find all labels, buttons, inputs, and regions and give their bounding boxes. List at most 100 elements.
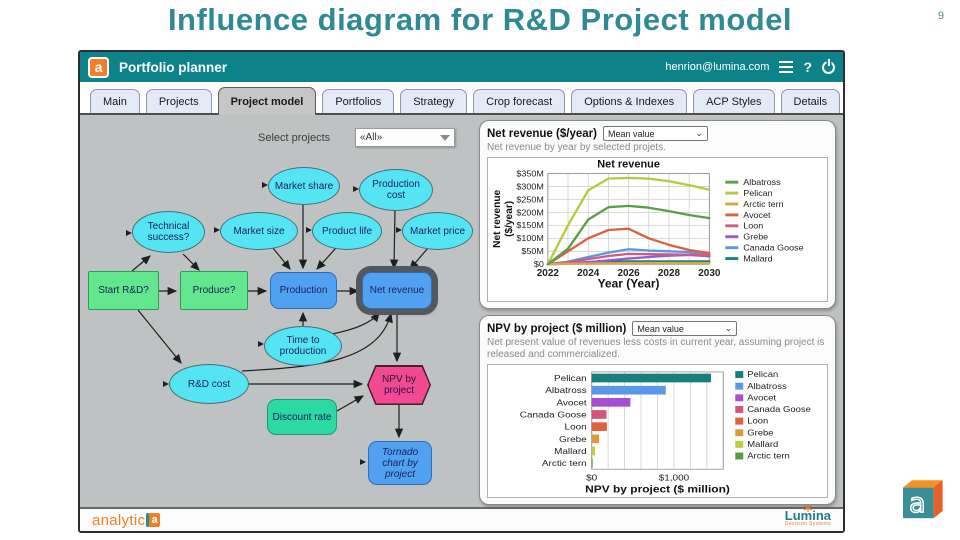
- node-start-rd[interactable]: Start R&D?: [88, 271, 159, 310]
- menu-icon[interactable]: [779, 61, 794, 73]
- svg-text:$100M: $100M: [516, 233, 543, 243]
- select-projects-dropdown[interactable]: «All»: [355, 128, 455, 147]
- svg-text:2028: 2028: [658, 268, 681, 279]
- svg-text:$0: $0: [586, 473, 597, 482]
- tab-options-indexes[interactable]: Options & Indexes: [571, 89, 688, 113]
- chevron-down-icon: ⌄: [695, 128, 703, 138]
- lumina-star-icon: [803, 504, 813, 512]
- tab-bar: Main Projects Project model Portfolios Strat…: [80, 82, 843, 115]
- net-revenue-chart: $0 $50M $100M $150M $200M $250M $300M $350M 2022…: [487, 157, 828, 302]
- svg-text:Grebe: Grebe: [747, 428, 773, 437]
- node-market-size[interactable]: Market size: [220, 212, 298, 250]
- svg-text:Mallard: Mallard: [554, 447, 587, 456]
- analytica-cube-logo: a: [903, 480, 943, 520]
- tab-crop-forecast[interactable]: Crop forecast: [473, 89, 566, 113]
- lumina-wordmark: Lumina: [784, 508, 831, 523]
- svg-text:Avocet: Avocet: [556, 398, 587, 407]
- node-tornado-chart[interactable]: Tornado chart by project: [368, 441, 432, 485]
- net-revenue-view-dropdown[interactable]: Mean value ⌄: [602, 126, 708, 141]
- svg-text:2022: 2022: [537, 268, 560, 279]
- svg-text:Loon: Loon: [743, 221, 763, 231]
- svg-text:Canada Goose: Canada Goose: [747, 405, 811, 414]
- chevron-down-icon: [440, 134, 450, 141]
- tab-acp-styles[interactable]: ACP Styles: [693, 89, 775, 113]
- tab-main[interactable]: Main: [90, 89, 140, 113]
- npv-view-value: Mean value: [637, 323, 684, 334]
- npv-panel-title: NPV by project ($ million): [487, 322, 627, 335]
- power-icon[interactable]: [822, 60, 835, 74]
- svg-text:2026: 2026: [618, 268, 641, 279]
- svg-text:Net revenue: Net revenue: [492, 190, 503, 248]
- svg-text:$150M: $150M: [516, 220, 543, 230]
- user-email: henrion@lumina.com: [665, 61, 770, 73]
- svg-text:Net revenue: Net revenue: [597, 159, 660, 171]
- svg-text:Year (Year): Year (Year): [598, 278, 660, 291]
- help-icon[interactable]: ?: [803, 59, 812, 75]
- svg-text:$200M: $200M: [516, 207, 543, 217]
- svg-text:$300M: $300M: [516, 181, 543, 191]
- app-footer: analytic a Lumina Decision Systems: [80, 504, 843, 531]
- net-revenue-panel-title: Net revenue ($/year): [487, 127, 597, 140]
- slide-title: Influence diagram for R&D Project model: [167, 2, 793, 37]
- tab-projects[interactable]: Projects: [145, 89, 212, 113]
- chevron-down-icon: ⌄: [724, 323, 733, 333]
- node-time-to-production[interactable]: Time to production: [264, 326, 342, 366]
- node-market-share[interactable]: Market share: [268, 167, 340, 205]
- node-technical-success[interactable]: Technical success?: [132, 211, 205, 253]
- select-projects-label: Select projects: [258, 132, 331, 144]
- node-production-cost[interactable]: Production cost: [359, 169, 433, 211]
- net-revenue-view-value: Mean value: [607, 128, 655, 139]
- svg-text:Loon: Loon: [565, 422, 587, 431]
- svg-text:Canada Goose: Canada Goose: [520, 410, 587, 419]
- tab-project-model[interactable]: Project model: [217, 87, 317, 115]
- svg-text:Pelican: Pelican: [747, 370, 778, 379]
- node-production[interactable]: Production: [270, 272, 337, 309]
- page-number: 9: [937, 10, 944, 22]
- node-rd-cost[interactable]: R&D cost: [169, 364, 249, 404]
- svg-text:$250M: $250M: [516, 194, 543, 204]
- node-discount-rate[interactable]: Discount rate: [267, 399, 337, 435]
- svg-text:2024: 2024: [577, 268, 600, 279]
- npv-view-dropdown[interactable]: Mean value ⌄: [632, 321, 738, 336]
- analytica-wordmark: analytic: [92, 511, 146, 529]
- svg-text:($/year): ($/year): [504, 201, 515, 237]
- tab-portfolios[interactable]: Portfolios: [322, 89, 395, 113]
- titlebar: a Portfolio planner henrion@lumina.com ?: [80, 52, 843, 82]
- svg-text:Mallard: Mallard: [743, 254, 772, 264]
- node-produce[interactable]: Produce?: [180, 271, 248, 310]
- node-net-revenue[interactable]: Net revenue: [362, 272, 432, 309]
- analytica-logo: analytic a: [92, 511, 161, 529]
- tab-details[interactable]: Details: [780, 89, 841, 113]
- svg-text:$0: $0: [534, 259, 544, 269]
- svg-text:Albatross: Albatross: [747, 381, 787, 390]
- app-title: Portfolio planner: [119, 59, 227, 75]
- svg-text:Arctic tern: Arctic tern: [743, 199, 783, 209]
- npv-subtitle: Net present value of revenues less costs…: [487, 337, 825, 360]
- content-area: Select projects «All» Market share Produc…: [80, 115, 843, 507]
- svg-text:Loon: Loon: [747, 416, 768, 425]
- svg-text:2030: 2030: [698, 268, 721, 279]
- tab-strategy[interactable]: Strategy: [400, 89, 468, 113]
- lumina-subtitle: Decision Systems: [784, 521, 831, 527]
- svg-text:a: a: [909, 488, 926, 519]
- svg-text:Grebe: Grebe: [559, 434, 587, 443]
- select-projects-value: «All»: [360, 132, 383, 143]
- svg-text:$50M: $50M: [521, 246, 543, 256]
- app-logo-icon: a: [88, 56, 109, 78]
- svg-text:$1,000: $1,000: [659, 473, 689, 482]
- svg-text:Avocet: Avocet: [747, 393, 776, 402]
- svg-text:Avocet: Avocet: [743, 210, 771, 220]
- node-market-price[interactable]: Market price: [402, 212, 473, 250]
- npv-panel: NPV by project ($ million) Mean value ⌄ …: [479, 315, 836, 505]
- app-window: a Portfolio planner henrion@lumina.com ?…: [78, 50, 845, 533]
- svg-text:Grebe: Grebe: [743, 232, 768, 242]
- lumina-logo: Lumina Decision Systems: [784, 504, 831, 529]
- svg-text:Pelican: Pelican: [554, 374, 587, 383]
- node-npv-by-project[interactable]: NPV by project: [367, 365, 431, 405]
- node-product-life[interactable]: Product life: [312, 212, 382, 250]
- net-revenue-subtitle: Net revenue by year by selected projets.: [487, 142, 666, 153]
- net-revenue-panel: Net revenue ($/year) Mean value ⌄ Net re…: [479, 120, 836, 309]
- diagram-arrows: [126, 182, 429, 465]
- svg-text:NPV by project ($ million): NPV by project ($ million): [585, 484, 730, 495]
